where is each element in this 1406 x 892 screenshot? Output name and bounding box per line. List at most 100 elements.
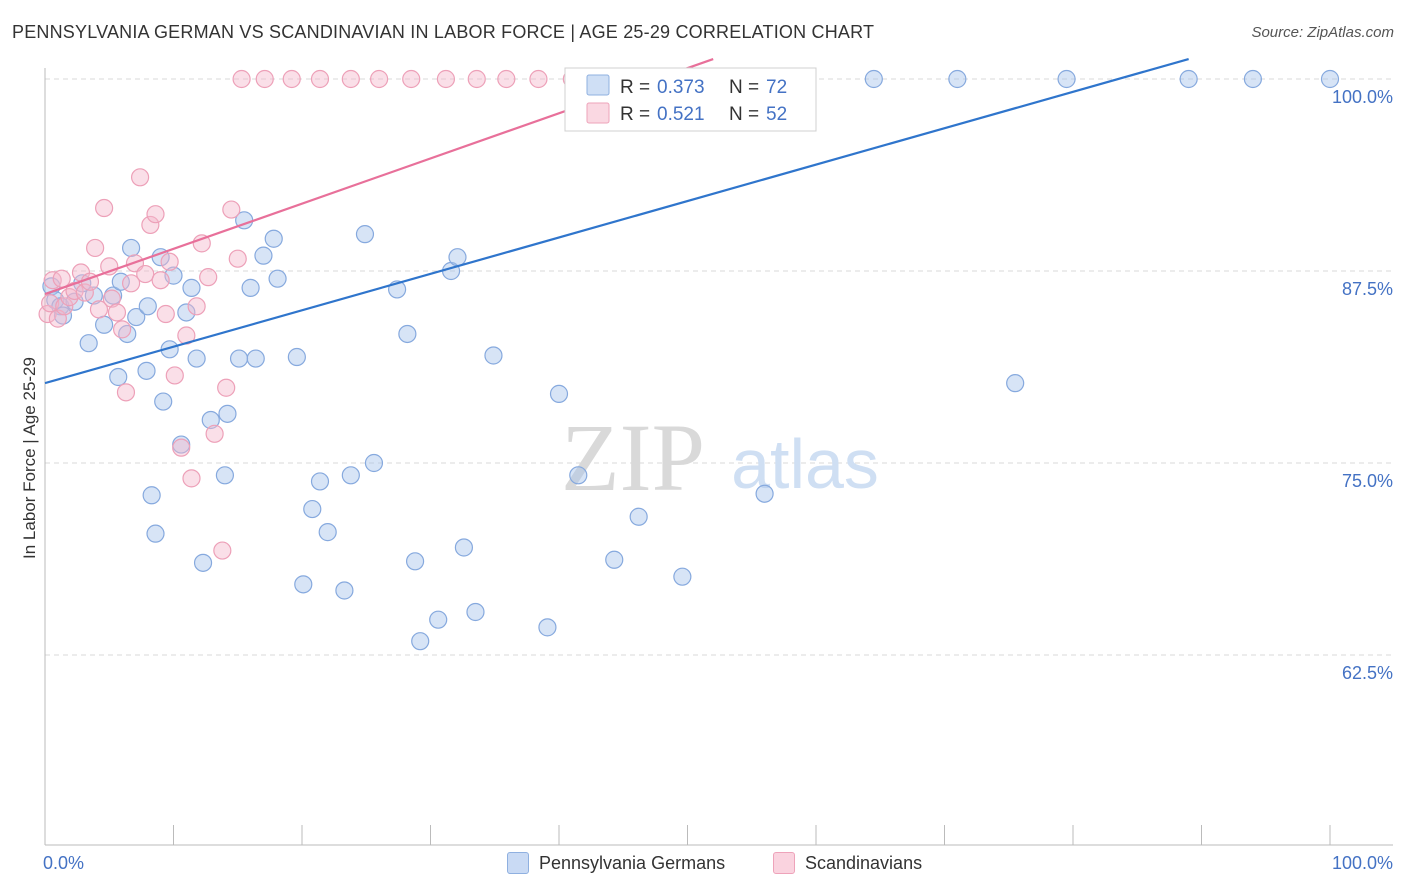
y-tick-label: 87.5% [1342, 279, 1393, 299]
series-pennsylvania-germans [42, 69, 1340, 651]
pennsylvania-german-point [466, 602, 485, 622]
pennsylvania-german-point [53, 306, 73, 325]
scandinavian-point [141, 215, 160, 235]
pennsylvania-german-point [318, 523, 337, 542]
legend-swatch-scandinavians [773, 852, 795, 874]
series-legend: Pennsylvania Germans Scandinavians [0, 852, 1406, 878]
x-tick-label-max: 100.0% [1332, 853, 1393, 873]
scandinavian-point [86, 238, 105, 258]
pennsylvania-german-point [341, 466, 360, 485]
legend-n-label-2: N = [729, 104, 759, 125]
scandinavian-point [41, 294, 60, 313]
y-tick-label: 75.0% [1342, 471, 1393, 491]
gridlines [45, 78, 1393, 656]
pennsylvania-german-point [310, 472, 330, 491]
scandinavian-point [255, 69, 274, 89]
pennsylvania-german-point [79, 334, 98, 353]
pennsylvania-german-point [218, 404, 237, 423]
scandinavian-point [529, 69, 548, 89]
trend-line-pennsylvania-germans [44, 57, 1189, 385]
legend-n-label-1: N = [729, 77, 759, 98]
pennsylvania-german-point [254, 246, 273, 265]
pennsylvania-german-point [142, 486, 161, 505]
legend-r-value-2: 0.521 [657, 104, 705, 125]
pennsylvania-german-point [193, 553, 213, 572]
pennsylvania-german-point [549, 384, 569, 403]
pennsylvania-german-point [673, 567, 692, 586]
scandinavian-point [402, 69, 421, 89]
pennsylvania-german-point [241, 278, 260, 297]
series-scandinavians [38, 69, 581, 560]
tick-labels: 62.5% 75.0% 87.5% 100.0% 0.0% 100.0% [43, 87, 1393, 873]
scandinavian-point [130, 168, 150, 187]
pennsylvania-german-point [268, 269, 287, 288]
scandinavian-point [172, 438, 191, 457]
pennsylvania-german-point [484, 346, 503, 365]
pennsylvania-german-point [201, 410, 220, 430]
pennsylvania-german-point [755, 484, 774, 503]
pennsylvania-german-point [454, 538, 474, 557]
scandinavian-point [187, 297, 206, 316]
scandinavian-point [222, 200, 241, 219]
legend-n-value-1: 72 [766, 77, 787, 98]
pennsylvania-german-point [864, 69, 883, 89]
scandinavian-point [151, 271, 170, 290]
y-tick-label: 100.0% [1332, 87, 1393, 107]
scandinavian-point [146, 205, 165, 224]
pennsylvania-german-point [538, 618, 557, 637]
scandinavian-point [156, 304, 175, 324]
pennsylvania-german-point [398, 324, 417, 344]
legend-r-label-1: R = [620, 77, 650, 98]
legend-label-scandinavians: Scandinavians [805, 852, 923, 873]
scandinavian-point [107, 303, 127, 322]
axes [44, 68, 1393, 846]
scandinavian-point [89, 300, 109, 319]
pennsylvania-german-point [569, 466, 588, 485]
pennsylvania-german-point [1320, 69, 1340, 89]
scandinavian-point [102, 289, 121, 308]
scandinavian-point [436, 69, 456, 89]
legend-r-value-1: 0.373 [657, 77, 705, 98]
scandinavian-point [370, 69, 389, 89]
scandinavian-point [95, 198, 114, 218]
scandinavian-point [182, 469, 201, 488]
pennsylvania-german-point [629, 507, 648, 526]
pennsylvania-german-point [355, 225, 375, 244]
pennsylvania-german-point [405, 552, 425, 571]
stats-legend: R = 0.373 N = 72 R = 0.521 N = 52 [564, 67, 817, 132]
legend-label-pennsylvania-germans: Pennsylvania Germans [539, 852, 726, 873]
pennsylvania-german-point [1006, 374, 1025, 393]
pennsylvania-german-point [246, 349, 265, 368]
pennsylvania-german-point [1057, 69, 1076, 89]
pennsylvania-german-point [154, 392, 173, 411]
scandinavian-point [341, 69, 360, 89]
pennsylvania-german-point [127, 307, 146, 327]
scandinavian-point [121, 274, 141, 293]
pennsylvania-german-point [215, 466, 234, 485]
scandinavian-point [497, 69, 516, 89]
scandinavian-point [228, 249, 247, 268]
pennsylvania-german-point [411, 632, 430, 651]
pennsylvania-german-point [137, 361, 156, 380]
scandinavian-point [467, 69, 486, 89]
scandinavian-point [38, 304, 57, 324]
legend-item-scandinavians: Scandinavians [773, 852, 922, 874]
scandinavian-point [232, 69, 251, 89]
pennsylvania-german-point [229, 349, 249, 368]
scandinavian-point [75, 283, 94, 302]
pennsylvania-german-point [1243, 69, 1263, 89]
legend-swatch-pink [586, 102, 610, 124]
legend-item-pennsylvania-germans: Pennsylvania Germans [507, 852, 725, 874]
scandinavian-point [192, 234, 211, 253]
pennsylvania-german-point [364, 453, 384, 473]
pennsylvania-german-point [294, 575, 313, 594]
scandinavian-point [55, 297, 74, 316]
legend-swatch-blue [586, 74, 610, 96]
pennsylvania-german-point [138, 297, 157, 316]
x-tick-label-min: 0.0% [43, 853, 84, 873]
scandinavian-point [112, 320, 132, 339]
pennsylvania-german-point [109, 367, 128, 387]
pennsylvania-german-point [177, 303, 196, 322]
pennsylvania-german-point [429, 610, 448, 629]
